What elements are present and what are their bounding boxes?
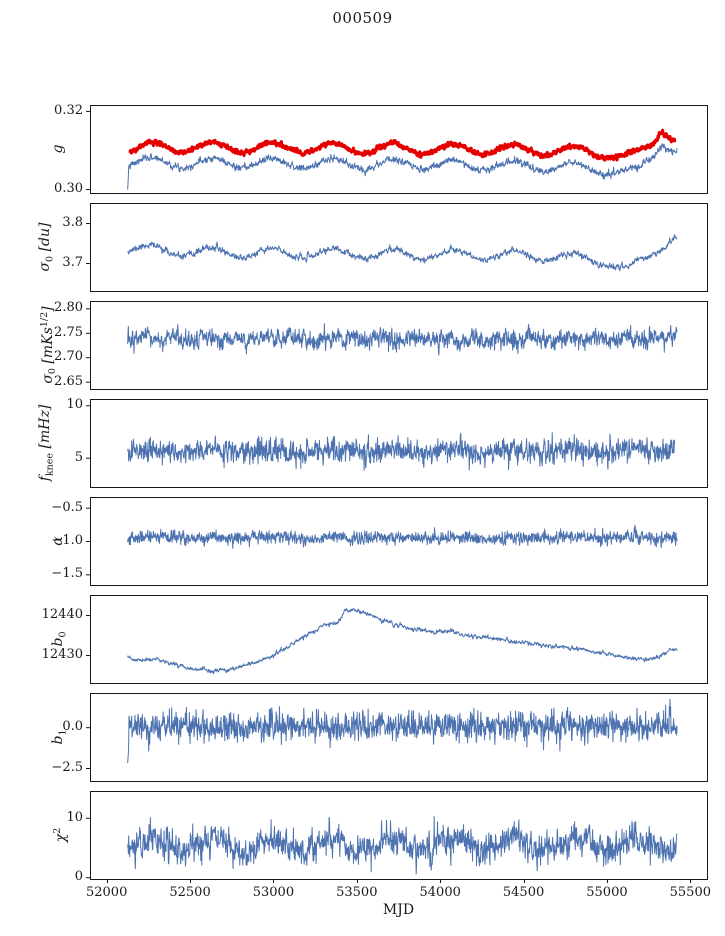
y-tick-label: 2.65 xyxy=(54,373,83,389)
x-tick-label: 52000 xyxy=(85,885,128,900)
y-tick-label: −1.5 xyxy=(51,566,83,582)
y-axis-label-chi2: χ2 xyxy=(52,827,69,843)
y-tick-label: 12430 xyxy=(41,647,83,662)
y-tick-label: 2.70 xyxy=(54,349,83,365)
y-tick-label: −1.0 xyxy=(51,533,83,548)
x-tick-label: 53000 xyxy=(252,885,295,900)
y-tick-label: 0.30 xyxy=(54,181,83,197)
x-tick-label: 55500 xyxy=(669,885,711,900)
y-tick-label: 5 xyxy=(74,449,83,465)
y-tick-label: 2.80 xyxy=(54,300,83,316)
x-tick-label: 52500 xyxy=(169,885,211,900)
y-tick-label: 0.0 xyxy=(62,719,83,735)
y-tick-label: −0.5 xyxy=(51,499,83,515)
y-tick-label: 3.7 xyxy=(62,255,83,270)
x-tick-label: 54000 xyxy=(419,885,461,900)
y-tick-label: 0.32 xyxy=(54,102,83,118)
y-tick-label: 0 xyxy=(74,869,83,885)
y-tick-label: 10 xyxy=(66,397,83,413)
y-tick-label: 10 xyxy=(66,809,83,825)
y-tick-label: 2.75 xyxy=(54,324,83,340)
y-tick-label: −2.5 xyxy=(51,759,83,775)
y-tick-label: 3.8 xyxy=(62,215,83,230)
x-tick-label: 55000 xyxy=(586,885,628,900)
x-axis-label: MJD xyxy=(382,902,415,918)
y-tick-label: 12440 xyxy=(41,607,83,622)
x-tick-label: 53500 xyxy=(336,885,378,900)
x-tick-label: 54500 xyxy=(502,885,545,900)
